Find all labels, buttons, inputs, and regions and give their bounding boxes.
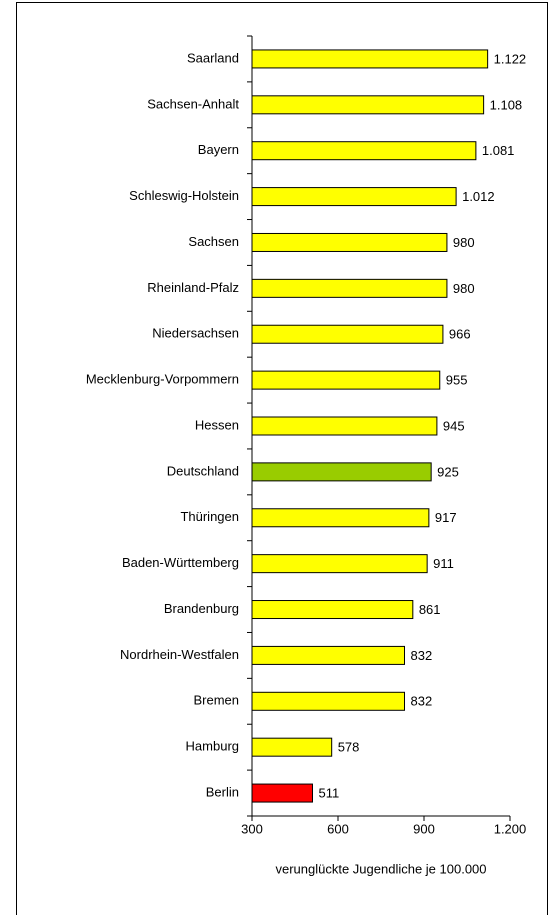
value-label: 1.081	[482, 143, 515, 158]
bar	[251, 187, 457, 207]
y-tick-label: Schleswig-Holstein	[129, 188, 239, 203]
y-tick-label: Berlin	[206, 784, 239, 799]
y-tick-label: Rheinland-Pfalz	[147, 280, 239, 295]
y-tick-label: Bremen	[193, 693, 239, 708]
y-tick-label: Niedersachsen	[152, 326, 239, 341]
value-label: 911	[433, 556, 454, 571]
bar	[251, 49, 489, 69]
x-tick-label: 600	[327, 821, 349, 836]
bar	[251, 554, 428, 574]
x-tick-label: 300	[241, 821, 263, 836]
value-label: 832	[411, 648, 433, 663]
value-label: 578	[338, 740, 360, 755]
bar	[251, 783, 313, 803]
bar	[251, 370, 441, 390]
bar	[251, 416, 438, 436]
value-label: 980	[453, 235, 475, 250]
y-tick-label: Baden-Württemberg	[122, 555, 239, 570]
bar	[251, 691, 406, 711]
value-label: 917	[435, 510, 457, 525]
y-tick-label: Saarland	[187, 50, 239, 65]
y-tick-label: Mecklenburg-Vorpommern	[86, 372, 239, 387]
bar	[251, 508, 430, 528]
y-tick-label: Sachsen-Anhalt	[147, 96, 239, 111]
y-tick-label: Nordrhein-Westfalen	[120, 647, 239, 662]
y-tick-label: Thüringen	[180, 509, 239, 524]
x-tick-label: 900	[413, 821, 435, 836]
chart-frame	[16, 2, 548, 915]
bar	[251, 278, 448, 298]
bar	[251, 232, 448, 252]
y-tick-label: Brandenburg	[164, 601, 239, 616]
value-label: 955	[446, 373, 468, 388]
value-label: 966	[449, 327, 471, 342]
x-axis-title: verunglückte Jugendliche je 100.000	[275, 861, 486, 876]
bar	[251, 95, 485, 115]
bar	[251, 324, 444, 344]
y-tick-label: Hamburg	[186, 739, 239, 754]
bar	[251, 141, 477, 161]
y-tick-label: Deutschland	[167, 463, 239, 478]
value-label: 1.108	[490, 97, 523, 112]
bar	[251, 462, 432, 482]
value-label: 980	[453, 281, 475, 296]
value-label: 925	[437, 464, 459, 479]
value-label: 511	[318, 785, 339, 800]
value-label: 1.122	[494, 51, 527, 66]
bar	[251, 600, 414, 620]
x-tick-label: 1.200	[494, 821, 527, 836]
bar	[251, 737, 333, 757]
y-tick-label: Bayern	[198, 142, 239, 157]
y-tick-label: Hessen	[195, 417, 239, 432]
value-label: 861	[419, 602, 441, 617]
value-label: 945	[443, 418, 465, 433]
bar	[251, 645, 406, 665]
y-tick-label: Sachsen	[188, 234, 239, 249]
value-label: 1.012	[462, 189, 495, 204]
value-label: 832	[411, 694, 433, 709]
